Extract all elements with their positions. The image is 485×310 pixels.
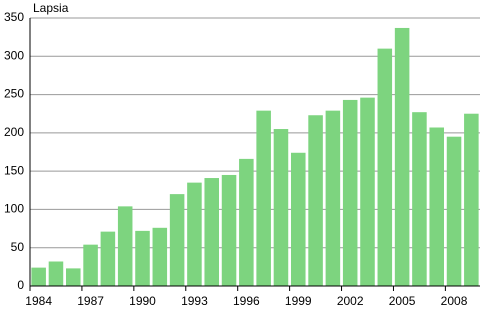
x-tick-label: 1984	[25, 294, 52, 308]
y-axis-label: Lapsia	[33, 1, 69, 15]
bar	[308, 115, 323, 286]
x-tick-label: 1999	[285, 294, 312, 308]
x-tick-label: 2005	[389, 294, 416, 308]
bar	[66, 268, 81, 286]
y-tick-label: 200	[4, 125, 24, 139]
bar	[291, 152, 306, 286]
x-tick-label: 1996	[233, 294, 260, 308]
bar	[273, 129, 289, 286]
y-tick-label: 250	[4, 87, 24, 101]
x-tick-label: 1987	[77, 294, 104, 308]
bar	[83, 244, 98, 286]
x-tick-label: 2008	[441, 294, 468, 308]
bar	[204, 178, 219, 286]
bar	[152, 227, 168, 286]
bar	[169, 194, 185, 286]
bar	[342, 99, 358, 286]
bar	[394, 27, 410, 287]
y-tick-label: 300	[4, 48, 24, 62]
y-tick-label: 150	[4, 163, 24, 177]
y-tick-label: 350	[4, 10, 24, 24]
y-tick-label: 0	[17, 278, 24, 292]
bar	[221, 174, 237, 286]
bar	[31, 267, 46, 286]
bar	[135, 230, 150, 286]
bar	[464, 113, 479, 286]
bar	[377, 48, 393, 286]
y-tick-label: 100	[4, 202, 24, 216]
bar	[117, 206, 133, 286]
y-tick-label: 50	[11, 240, 25, 254]
bar	[360, 97, 375, 287]
x-tick-label: 1993	[181, 294, 208, 308]
bar	[187, 182, 202, 286]
bar	[446, 136, 462, 286]
bar	[325, 110, 341, 286]
x-tick-label: 1990	[129, 294, 156, 308]
x-tick-label: 2002	[337, 294, 364, 308]
bar	[239, 158, 254, 286]
bar	[412, 112, 427, 286]
bar	[48, 261, 64, 286]
bar	[100, 231, 116, 286]
bar	[256, 110, 271, 286]
bar	[429, 127, 444, 286]
